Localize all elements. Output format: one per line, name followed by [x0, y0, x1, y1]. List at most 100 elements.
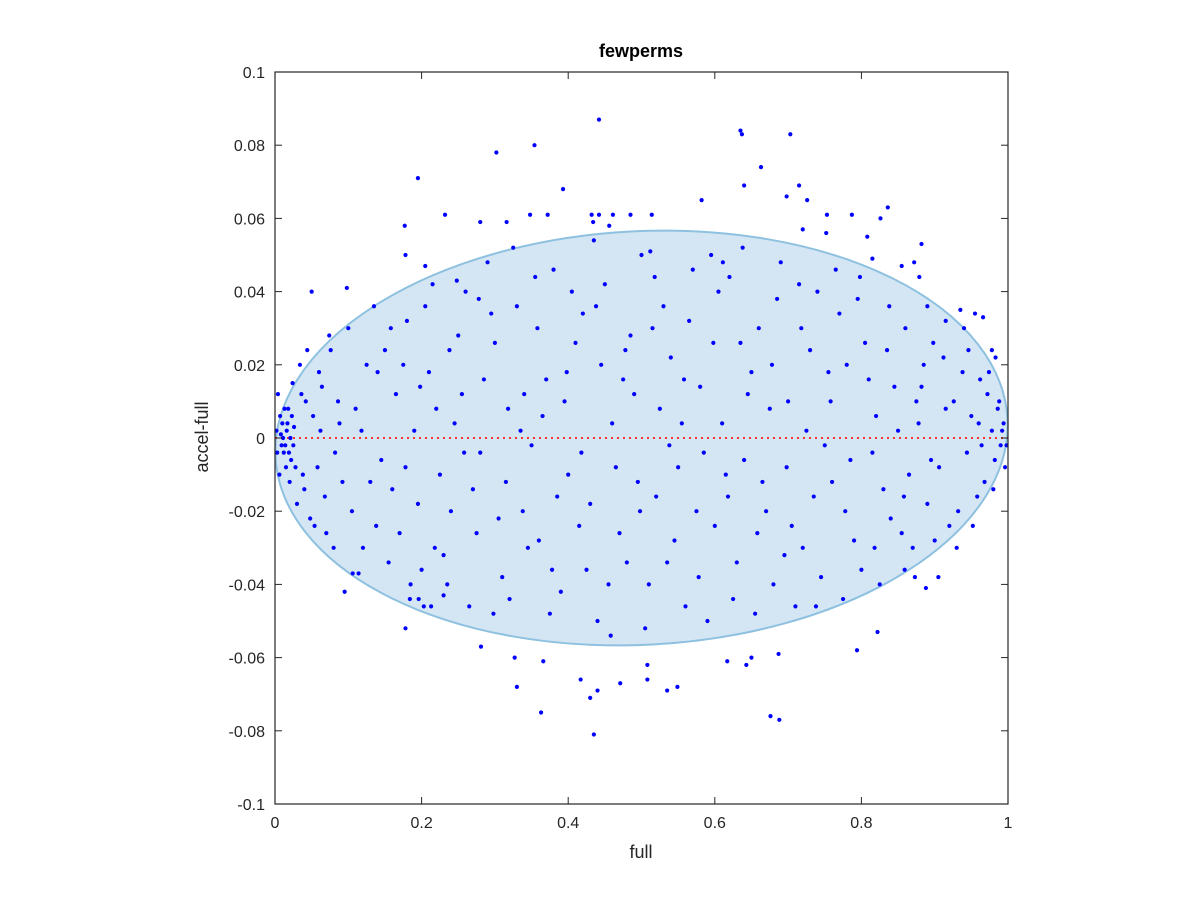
- data-point: [992, 457, 997, 463]
- data-point: [854, 648, 860, 653]
- data-point: [870, 450, 875, 455]
- data-points: [274, 117, 1009, 737]
- data-point: [514, 304, 519, 309]
- data-point: [281, 450, 286, 455]
- data-point: [404, 318, 410, 323]
- y-tick-label: 0: [256, 431, 265, 448]
- data-point: [851, 538, 857, 543]
- data-point: [525, 545, 530, 550]
- data-point: [447, 348, 452, 353]
- data-point: [696, 574, 701, 580]
- data-point: [368, 479, 373, 485]
- data-point: [613, 465, 618, 470]
- data-point: [403, 626, 408, 631]
- data-point: [742, 183, 747, 188]
- data-point: [421, 604, 426, 609]
- data-point: [331, 545, 336, 550]
- data-point: [289, 413, 294, 419]
- data-point: [328, 348, 333, 353]
- data-point: [299, 391, 304, 397]
- data-point: [919, 384, 924, 389]
- data-point: [961, 326, 967, 331]
- data-point: [943, 406, 948, 411]
- data-point: [434, 406, 439, 411]
- data-point: [872, 545, 877, 550]
- data-point: [319, 384, 325, 389]
- data-point: [335, 399, 341, 404]
- data-point: [311, 413, 316, 419]
- data-point: [731, 596, 736, 602]
- data-point: [824, 230, 829, 236]
- data-point: [970, 523, 975, 528]
- data-point: [288, 435, 293, 441]
- data-point: [727, 274, 732, 280]
- data-point: [916, 421, 921, 426]
- data-point: [928, 457, 934, 463]
- data-point: [899, 531, 904, 536]
- data-point: [813, 604, 819, 609]
- data-point: [522, 391, 527, 397]
- data-point: [555, 494, 560, 499]
- data-point: [408, 582, 413, 587]
- data-point: [536, 538, 541, 543]
- data-point: [535, 326, 540, 331]
- data-point: [881, 487, 886, 492]
- data-point: [297, 362, 303, 367]
- data-point: [775, 296, 780, 302]
- data-point: [569, 289, 574, 294]
- data-point: [602, 282, 607, 287]
- data-point: [645, 677, 650, 682]
- data-point: [767, 406, 772, 411]
- data-point: [595, 618, 600, 624]
- data-point: [415, 501, 421, 506]
- data-point: [456, 333, 461, 338]
- y-tick-label: -0.08: [229, 724, 266, 741]
- data-point: [560, 187, 566, 192]
- data-point: [580, 311, 585, 316]
- data-point: [892, 384, 897, 389]
- y-tick-label: 0.1: [243, 65, 265, 82]
- data-point: [280, 421, 285, 426]
- data-point: [998, 443, 1003, 448]
- data-point: [902, 567, 907, 572]
- data-point: [862, 340, 868, 345]
- data-point: [599, 362, 604, 367]
- data-point: [309, 289, 314, 294]
- data-point: [382, 348, 388, 353]
- data-point: [500, 574, 505, 580]
- data-point: [1002, 465, 1008, 470]
- data-point: [976, 421, 981, 426]
- data-point: [649, 212, 654, 217]
- data-point: [804, 428, 809, 433]
- data-point: [657, 406, 662, 411]
- data-point: [815, 289, 820, 294]
- data-point: [652, 274, 657, 280]
- data-point: [993, 355, 998, 360]
- data-point: [624, 560, 629, 565]
- data-point: [591, 732, 596, 737]
- data-point: [789, 523, 794, 528]
- data-point: [342, 589, 347, 594]
- data-point: [661, 304, 666, 309]
- data-point: [511, 245, 516, 250]
- data-point: [784, 194, 789, 199]
- data-point: [407, 596, 412, 602]
- data-point: [734, 560, 739, 565]
- data-point: [943, 318, 948, 323]
- data-point: [966, 348, 971, 353]
- data-point: [941, 355, 946, 360]
- data-point: [744, 662, 749, 668]
- data-point: [573, 340, 578, 345]
- data-point: [507, 596, 512, 602]
- data-point: [285, 421, 290, 426]
- data-point: [608, 633, 613, 638]
- data-point: [796, 183, 802, 188]
- data-point: [481, 377, 487, 382]
- data-point: [818, 574, 824, 580]
- data-point: [699, 198, 704, 203]
- data-point: [895, 428, 901, 433]
- data-point: [978, 377, 983, 382]
- data-point: [401, 362, 406, 367]
- data-point: [302, 487, 307, 492]
